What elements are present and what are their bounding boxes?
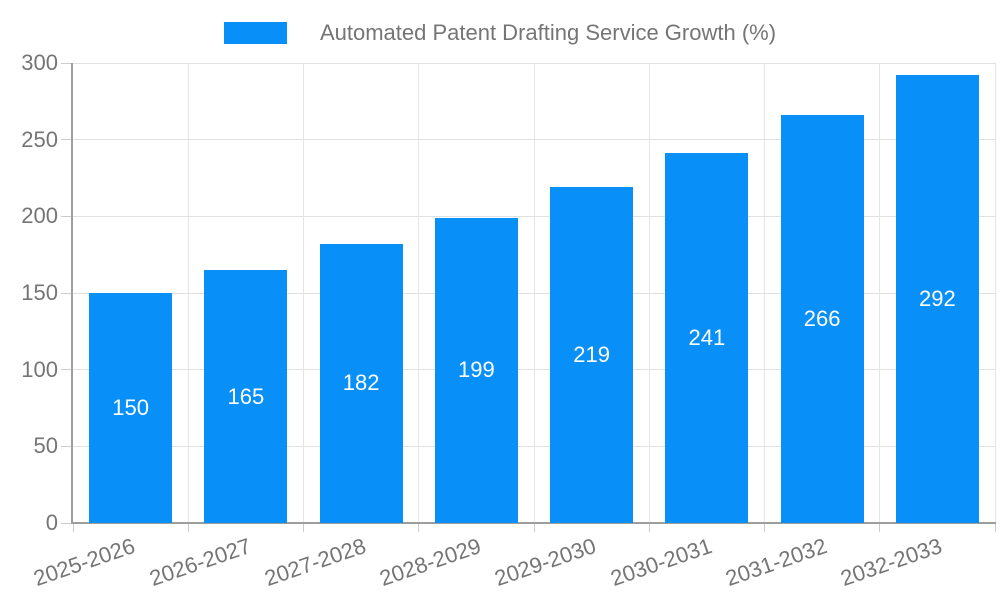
- x-axis-line: [71, 522, 996, 524]
- gridline-x: [764, 63, 765, 523]
- y-axis-label: 300: [21, 50, 58, 75]
- x-tick: [303, 524, 304, 532]
- y-axis-line: [71, 63, 73, 523]
- bar-value-label: 241: [688, 325, 726, 351]
- bar[interactable]: 292: [895, 75, 979, 523]
- chart-legend[interactable]: Automated Patent Drafting Service Growth…: [0, 20, 1000, 46]
- y-axis-label: 250: [21, 126, 58, 152]
- x-tick: [418, 524, 420, 532]
- bar[interactable]: 165: [204, 270, 288, 523]
- bar-value-label: 182: [342, 370, 380, 396]
- y-axis-label: 150: [21, 280, 58, 305]
- x-tick: [648, 524, 650, 532]
- gridline-x: [533, 63, 535, 523]
- gridline-x: [418, 63, 420, 523]
- bar[interactable]: 199: [434, 217, 518, 523]
- bar-value-label: 266: [803, 306, 841, 332]
- y-axis-label: 50: [33, 433, 58, 459]
- y-tick: [61, 139, 71, 141]
- x-tick: [879, 524, 881, 532]
- bar-value-label: 292: [919, 286, 956, 312]
- x-axis-label: 2032-2033: [837, 533, 946, 591]
- y-axis-label: 0: [45, 510, 58, 535]
- bar-value-label: 150: [112, 395, 149, 420]
- x-tick: [72, 524, 74, 532]
- bar[interactable]: 241: [665, 153, 749, 523]
- legend-label: Automated Patent Drafting Service Growth…: [319, 20, 777, 45]
- x-tick: [764, 524, 765, 532]
- y-tick: [61, 369, 71, 371]
- x-axis-label: 2026-2027: [146, 533, 254, 591]
- x-axis-label: 2030-2031: [607, 533, 715, 591]
- y-tick: [61, 522, 71, 524]
- bar[interactable]: 182: [319, 243, 403, 523]
- x-axis-label: 2027-2028: [261, 533, 369, 591]
- y-tick: [61, 62, 71, 64]
- y-tick: [61, 215, 71, 217]
- bar-value-label: 165: [227, 383, 265, 409]
- x-tick: [187, 524, 189, 532]
- bar[interactable]: 266: [780, 115, 864, 523]
- x-tick: [994, 524, 996, 532]
- y-tick: [61, 292, 71, 294]
- legend-swatch-icon: [223, 22, 287, 44]
- x-axis-label: 2028-2029: [376, 533, 485, 591]
- x-tick: [533, 524, 535, 532]
- y-axis-label: 200: [21, 203, 58, 229]
- bar[interactable]: 150: [89, 293, 173, 523]
- bar[interactable]: 219: [550, 187, 634, 523]
- gridline-x: [648, 63, 650, 523]
- gridline-x: [187, 63, 189, 523]
- gridline-x: [303, 63, 304, 523]
- gridline-x: [994, 63, 996, 523]
- bar-value-label: 199: [458, 357, 495, 383]
- gridline-x: [879, 63, 881, 523]
- y-axis-label: 100: [21, 356, 58, 382]
- x-axis-label: 2031-2032: [722, 533, 830, 591]
- bar-value-label: 219: [573, 342, 610, 368]
- x-axis-label: 2029-2030: [491, 533, 600, 591]
- x-axis-label: 2025-2026: [30, 533, 139, 591]
- y-tick: [61, 445, 71, 447]
